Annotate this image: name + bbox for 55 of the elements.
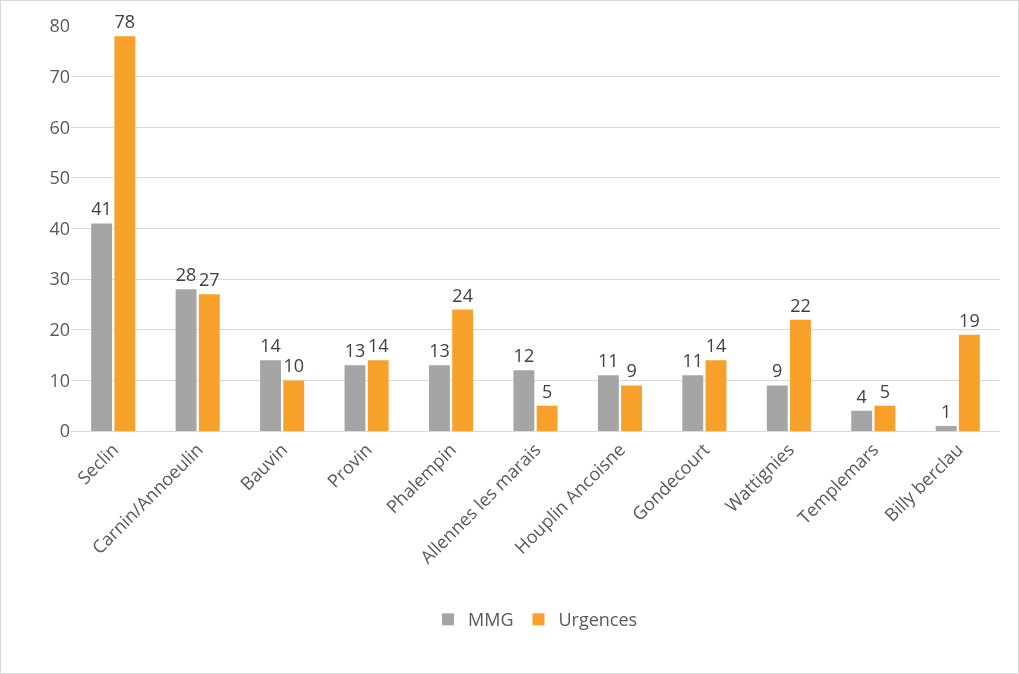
data-label: 28 [175,262,197,287]
bar [536,405,558,431]
data-label: 13 [344,338,366,363]
data-label: 5 [879,378,891,403]
bar [513,370,535,431]
data-label: 41 [91,196,112,221]
data-label: 14 [705,333,727,358]
bar [935,425,957,431]
data-label: 9 [626,358,637,383]
bar [175,289,197,431]
legend-label: Urgences [558,607,638,632]
bar [874,405,896,431]
bar [198,294,220,431]
data-label: 11 [598,348,619,373]
bar [597,375,619,431]
bar [452,309,474,431]
y-tick-label: 50 [49,165,70,190]
y-tick-label: 60 [49,114,70,139]
bar [621,385,643,431]
data-label: 14 [367,333,389,358]
data-label: 1 [941,398,952,423]
data-label: 78 [114,9,136,34]
bar [91,223,113,431]
bar [260,360,281,431]
data-label: 11 [682,348,704,373]
y-tick-label: 70 [49,63,70,88]
legend-label: MMG [468,607,514,632]
y-tick-label: 80 [49,13,70,38]
data-label: 13 [429,338,450,363]
data-label: 4 [856,383,867,408]
data-label: 5 [541,378,553,403]
y-tick-label: 0 [59,418,70,443]
data-label: 12 [513,343,535,368]
data-label: 10 [283,353,305,378]
y-tick-label: 30 [49,266,70,291]
data-label: 22 [790,292,811,317]
bar [851,410,873,431]
data-label: 27 [199,267,220,292]
y-tick-label: 10 [49,367,70,392]
bar [344,365,366,431]
bar [682,375,704,431]
data-label: 14 [260,333,281,358]
data-label: 24 [452,282,473,307]
bar [428,365,450,431]
y-tick-label: 40 [49,215,70,240]
bar [114,36,136,431]
bar [283,380,305,431]
bar [790,319,811,431]
bar [958,334,980,431]
y-tick-label: 20 [49,317,70,342]
bar [367,360,389,431]
data-label: 19 [959,307,980,332]
data-label: 9 [772,358,783,383]
bar [705,360,727,431]
bar [766,385,788,431]
